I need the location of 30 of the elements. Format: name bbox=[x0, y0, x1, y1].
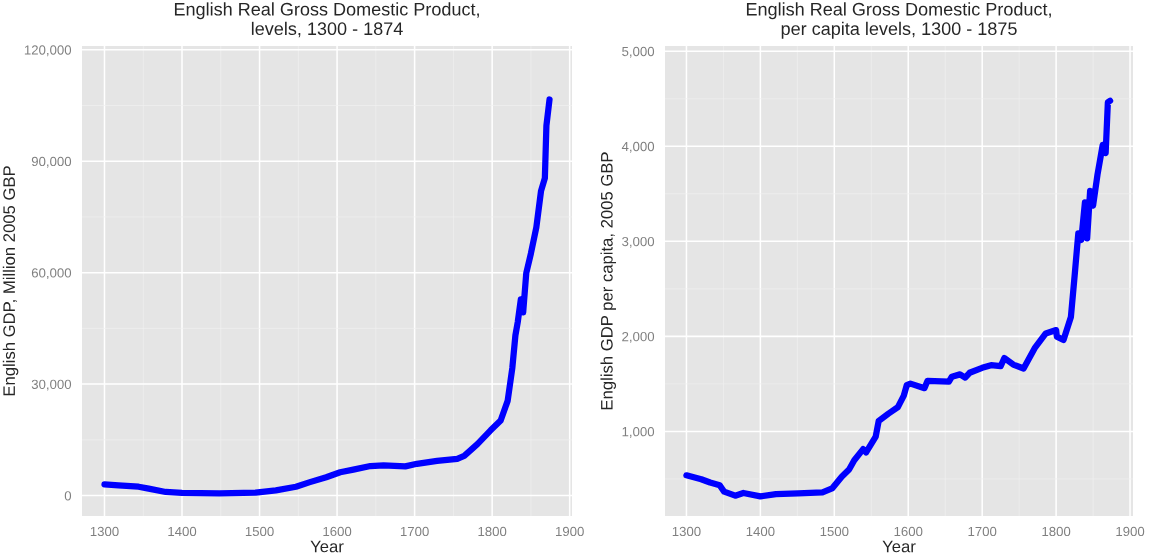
x-tick-label: 1700 bbox=[968, 526, 997, 537]
x-tick-label: 1600 bbox=[323, 526, 352, 537]
x-axis-title: Year bbox=[310, 540, 344, 553]
x-tick-label: 1300 bbox=[90, 526, 119, 537]
y-tick-label: 3,000 bbox=[622, 236, 655, 248]
y-tick-label: 0 bbox=[64, 491, 72, 501]
x-tick-label: 1900 bbox=[1116, 526, 1145, 537]
x-tick-label: 1400 bbox=[746, 526, 775, 537]
x-tick-label: 1500 bbox=[245, 526, 274, 537]
x-tick-label: 1800 bbox=[1042, 526, 1071, 537]
y-tick-label: 1,000 bbox=[622, 426, 655, 438]
x-tick-label: 1300 bbox=[672, 526, 701, 537]
y-axis-title: English GDP, Million 2005 GBP bbox=[2, 166, 19, 396]
y-tick-label: 60,000 bbox=[31, 268, 72, 280]
x-tick-label: 1600 bbox=[894, 526, 923, 537]
x-tick-label: 1500 bbox=[820, 526, 849, 537]
y-tick-label: 2,000 bbox=[622, 331, 655, 343]
y-tick-label: 90,000 bbox=[31, 156, 72, 168]
x-axis-title: Year bbox=[882, 540, 916, 553]
chart-title: English Real Gross Domestic Product, per capita levels, 1300 - 1875 bbox=[746, 2, 1051, 39]
y-tick-label: 120,000 bbox=[24, 45, 72, 57]
y-tick-label: 5,000 bbox=[622, 46, 655, 58]
y-axis-title: English GDP per capita, 2005 GBP bbox=[600, 152, 617, 410]
chart-title: English Real Gross Domestic Product, levels, 1300 - 1874 bbox=[174, 2, 479, 38]
x-tick-label: 1900 bbox=[556, 526, 584, 537]
x-tick-label: 1700 bbox=[400, 526, 429, 537]
y-tick-label: 4,000 bbox=[621, 141, 655, 153]
x-tick-label: 1800 bbox=[478, 526, 507, 537]
y-tick-label: 30,000 bbox=[31, 379, 72, 391]
x-tick-label: 1400 bbox=[168, 526, 197, 537]
